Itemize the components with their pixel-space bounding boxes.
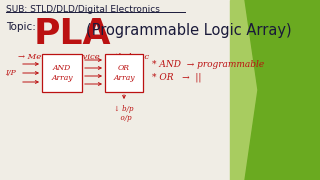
- Text: → Memory   Device  with  logic: → Memory Device with logic: [18, 53, 149, 61]
- Text: * OR   →  ||: * OR → ||: [152, 73, 201, 82]
- Polygon shape: [245, 0, 320, 180]
- Text: AND
Array: AND Array: [51, 64, 73, 82]
- Text: OR
Array: OR Array: [113, 64, 135, 82]
- Text: PLA: PLA: [34, 17, 111, 51]
- Polygon shape: [230, 0, 320, 180]
- Text: * AND  → programmable: * AND → programmable: [152, 60, 264, 69]
- Text: SUB: STLD/DLD/Digital Electronics: SUB: STLD/DLD/Digital Electronics: [6, 5, 160, 14]
- Text: Topic:: Topic:: [6, 22, 39, 32]
- Text: I/P: I/P: [4, 69, 15, 77]
- Bar: [105, 54, 143, 92]
- Text: (Programmable Logic Array): (Programmable Logic Array): [86, 23, 292, 38]
- Bar: [42, 54, 82, 92]
- Text: ↓ b/p
  o/p: ↓ b/p o/p: [114, 105, 134, 122]
